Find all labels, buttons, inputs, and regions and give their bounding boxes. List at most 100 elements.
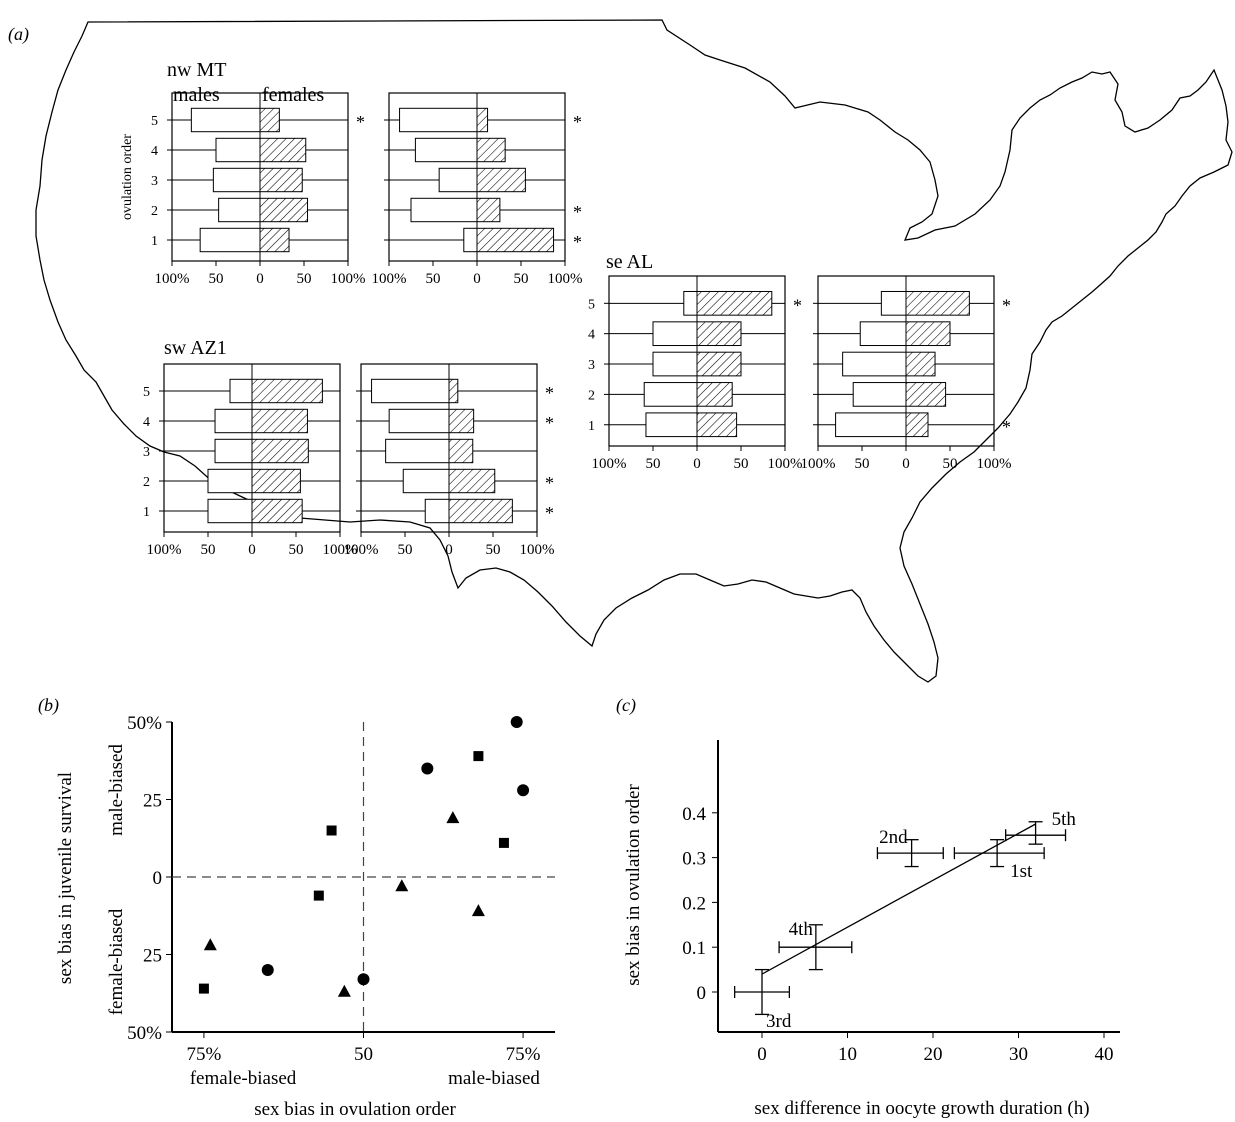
bar-females (905, 321, 951, 347)
y-side-label-female: female-biased (106, 908, 127, 1015)
x-tick-label: 100% (372, 271, 407, 287)
x-tick-label: 75% (506, 1044, 541, 1065)
bar-males (212, 167, 261, 193)
x-tick-label: 0 (473, 271, 481, 287)
females-label: females (262, 84, 324, 106)
bar-females (696, 382, 733, 407)
bar-females (905, 290, 970, 316)
bar-females (696, 351, 742, 377)
x-tick-label: 50 (646, 456, 661, 472)
bar-males (414, 137, 478, 163)
bar-females (259, 167, 303, 193)
x-tick-label: 40 (1095, 1044, 1114, 1065)
x-tick-label: 50 (289, 542, 304, 558)
significance-asterisk: * (1002, 417, 1011, 437)
bar-females (448, 408, 475, 434)
bar-females (696, 290, 773, 316)
us-map-outline (35, 19, 1233, 683)
y-axis-label: sex bias in juvenile survival (55, 772, 76, 984)
bar-females (476, 227, 555, 253)
point-circle (510, 716, 523, 728)
bar-females (448, 378, 459, 404)
bar-males (842, 351, 907, 377)
significance-asterisk: * (545, 413, 554, 433)
significance-asterisk: * (573, 232, 582, 252)
y-tick-label: 50% (127, 1023, 162, 1044)
ovulation-order-axis-label: ovulation order (120, 134, 135, 220)
bar-females (251, 468, 301, 494)
order-tick-label: 5 (143, 385, 150, 400)
x-tick-label: 100% (592, 456, 627, 472)
point-label: 2nd (879, 827, 908, 848)
panel-label-c: (c) (616, 695, 636, 716)
order-tick-label: 5 (588, 297, 595, 312)
x-tick-label: 50 (354, 1044, 373, 1065)
order-tick-label: 2 (143, 475, 150, 490)
x-tick-label: 10 (838, 1044, 857, 1065)
point-label: 4th (789, 919, 814, 940)
bar-males (402, 468, 450, 494)
significance-asterisk: * (573, 112, 582, 132)
x-tick-label: 0 (248, 542, 256, 558)
bar-males (859, 321, 907, 347)
bar-females (251, 438, 309, 464)
order-tick-label: 3 (143, 445, 150, 460)
bar-females (905, 412, 929, 438)
point-triangle (337, 984, 351, 997)
y-tick-label: 25 (143, 946, 162, 967)
x-tick-label: 100% (155, 271, 190, 287)
point-circle (517, 784, 530, 797)
bar-males (229, 378, 253, 404)
order-tick-label: 1 (151, 234, 158, 249)
x-tick-label: 100% (801, 456, 836, 472)
order-tick-label: 3 (151, 174, 158, 189)
bar-males (652, 321, 698, 347)
point-triangle (395, 879, 409, 892)
males-label: males (173, 84, 220, 106)
x-tick-label: 100% (520, 542, 555, 558)
point-label: 3rd (766, 1011, 792, 1032)
x-tick-label: 100% (977, 456, 1012, 472)
significance-asterisk: * (793, 295, 802, 315)
bar-males (214, 438, 253, 464)
x-tick-label: 50 (855, 456, 870, 472)
point-square (326, 825, 337, 836)
point-label: 1st (1010, 861, 1033, 882)
bar-males (424, 498, 450, 524)
y-tick-label: 25 (143, 791, 162, 812)
bar-males (199, 227, 261, 253)
bar-females (251, 498, 303, 524)
x-tick-label: 100% (323, 542, 358, 558)
x-tick-label: 50 (209, 271, 224, 287)
bar-males (388, 408, 450, 434)
y-tick-label: 0 (697, 983, 707, 1004)
bar-males (645, 412, 698, 438)
bar-males (463, 227, 478, 253)
bar-females (251, 408, 308, 434)
bar-females (696, 321, 742, 347)
x-tick-label: 100% (331, 271, 366, 287)
y-axis-label: sex bias in ovulation order (623, 784, 644, 986)
bar-males (207, 498, 253, 524)
bar-males (835, 412, 907, 438)
region-title-2: se AL (606, 251, 653, 273)
bar-females (476, 197, 501, 223)
bar-females (259, 137, 307, 163)
bar-males (218, 197, 261, 223)
bar-males (438, 167, 478, 193)
bar-females (696, 412, 738, 438)
bar-females (251, 378, 323, 404)
x-tick-label: 50 (734, 456, 749, 472)
bar-females (448, 468, 496, 494)
y-tick-label: 0.2 (682, 893, 706, 914)
point-square (473, 751, 484, 762)
region-title-1: sw AZ1 (164, 337, 227, 359)
y-tick-label: 0 (153, 868, 163, 889)
fit-line (761, 823, 1036, 975)
y-side-label-male: male-biased (106, 744, 127, 836)
significance-asterisk: * (545, 473, 554, 493)
order-tick-label: 2 (151, 204, 158, 219)
bar-males (214, 408, 253, 434)
region-title-0: nw MT (167, 59, 226, 81)
x-tick-label: 50 (486, 542, 501, 558)
